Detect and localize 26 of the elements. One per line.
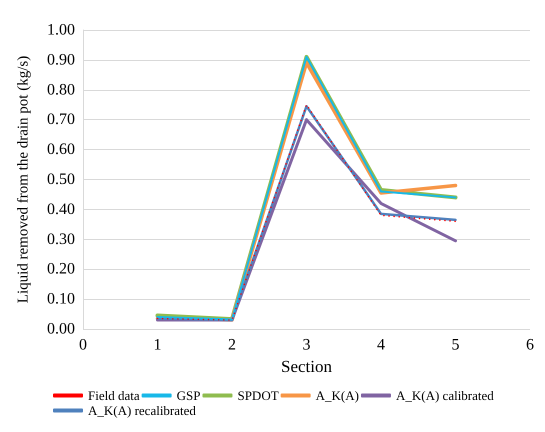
y-tick-label: 0.50 — [47, 171, 75, 188]
y-tick-label: 0.20 — [47, 260, 75, 278]
x-tick-label: 5 — [452, 336, 460, 354]
legend-label: A_K(A) recalibrated — [88, 403, 196, 418]
y-tick-label: 0.40 — [47, 200, 75, 218]
y-tick-label: 0.90 — [47, 51, 75, 68]
legend-label: Field data — [88, 388, 140, 403]
y-tick-label: 0.00 — [47, 320, 75, 338]
x-tick-label: 2 — [228, 336, 236, 354]
y-tick-label: 0.30 — [47, 230, 75, 248]
x-axis-title: Section — [281, 356, 332, 376]
x-tick-label: 0 — [79, 336, 87, 354]
legend-label: A_K(A) calibrated — [396, 388, 494, 403]
y-axis-title: Liquid removed from the drain pot (kg/s) — [16, 56, 32, 304]
x-tick-label: 6 — [526, 336, 534, 354]
y-tick-label: 1.00 — [47, 22, 75, 38]
legend-label: SPDOT — [237, 388, 279, 403]
y-tick-label: 0.60 — [47, 141, 75, 158]
x-tick-label: 4 — [377, 336, 385, 354]
x-tick-label: 1 — [154, 336, 162, 354]
y-tick-label: 0.80 — [47, 81, 75, 98]
x-tick-label: 3 — [302, 336, 310, 354]
legend-label: GSP — [176, 388, 200, 403]
y-tick-label: 0.70 — [47, 111, 75, 128]
y-tick-label: 0.10 — [47, 290, 75, 308]
legend-label: A_K(A) — [316, 388, 359, 403]
